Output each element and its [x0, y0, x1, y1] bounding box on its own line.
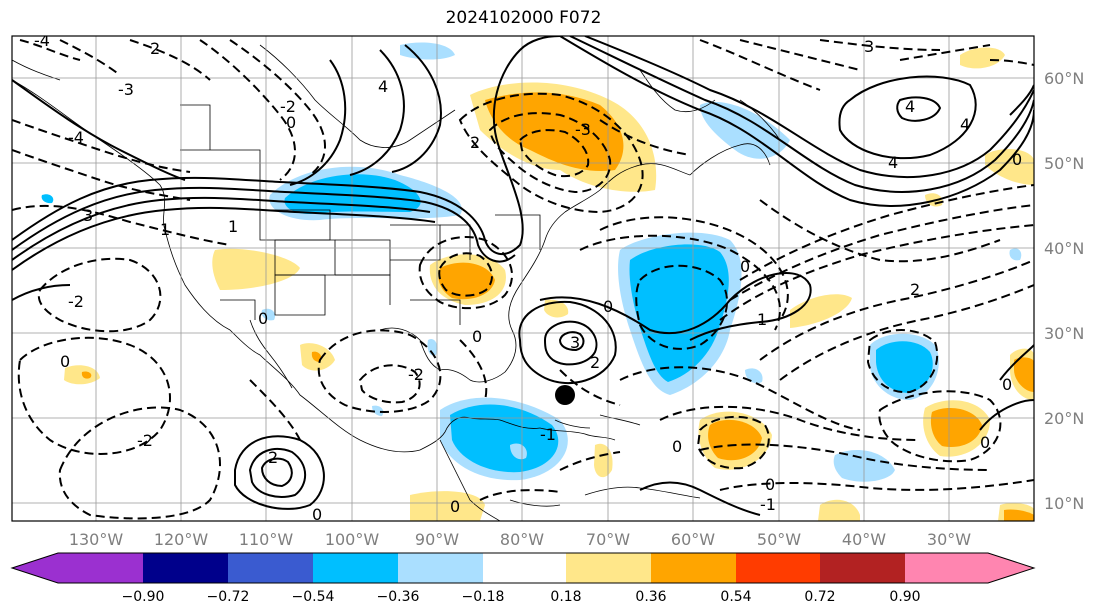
contour-label: 0: [765, 475, 775, 494]
colorbar: −0.90 −0.72 −0.54 −0.36 −0.18 0.18 0.36 …: [10, 552, 1036, 605]
contour-label: 1: [228, 217, 238, 236]
contour-label: 0: [312, 505, 322, 524]
lon-label: 120°W: [154, 530, 209, 549]
contour-label: 2: [150, 39, 160, 58]
contour-label: -2: [68, 292, 84, 311]
contour-label: -3: [118, 80, 134, 99]
colorbar-bin: [58, 553, 143, 583]
colorbar-tick-label: 0.36: [635, 589, 666, 605]
contour-labels: -4 2 -3 -4 3 -2 0 -2 2 0 0 -2 4 -3 3 2 0…: [34, 31, 1022, 524]
colorbar-bin: [651, 553, 736, 583]
lat-label: 30°N: [1044, 324, 1084, 343]
contour-label: 0: [740, 257, 750, 276]
colorbar-tick-label: −0.72: [207, 589, 250, 605]
contour-label: 4: [888, 153, 898, 172]
colorbar-bin: [736, 553, 820, 583]
contour-label: -4: [34, 31, 50, 50]
colorbar-tick-label: 0.54: [720, 589, 751, 605]
contour-label: 1: [757, 310, 767, 329]
contour-label: 0: [1012, 150, 1022, 169]
colorbar-tick-label: −0.90: [122, 589, 165, 605]
contour-label: -2: [408, 365, 424, 384]
contour-label: 2: [910, 280, 920, 299]
colorbar-bin: [820, 553, 905, 583]
lon-label: 90°W: [415, 530, 459, 549]
contour-label: 0: [603, 297, 613, 316]
contour-label: -2: [280, 97, 296, 116]
contour-label: 2: [590, 353, 600, 372]
contour-label: 0: [286, 113, 296, 132]
colorbar-bin: [313, 553, 398, 583]
lon-label: 130°W: [69, 530, 124, 549]
contour-label: 0: [472, 327, 482, 346]
contour-label: 4: [378, 77, 388, 96]
colorbar-tick-label: 0.90: [889, 589, 920, 605]
colorbar-over-arrow: [905, 553, 1034, 583]
contour-label: -2: [137, 431, 153, 450]
contour-label: -1: [760, 495, 776, 514]
colorbar-outline: [10, 552, 1036, 584]
lat-label: 40°N: [1044, 239, 1084, 258]
colorbar-bin: [398, 553, 483, 583]
colorbar-bin: [483, 553, 566, 583]
contour-label: 4: [905, 97, 915, 116]
contour-label: 2: [268, 448, 278, 467]
contour-label: -1: [540, 425, 556, 444]
contour-label: -4: [68, 128, 84, 147]
lat-label: 10°N: [1044, 494, 1084, 513]
longitude-labels: 130°W 120°W 110°W 100°W 90°W 80°W 70°W 6…: [69, 530, 971, 549]
contour-label: 0: [672, 437, 682, 456]
contour-label: 4: [960, 115, 970, 134]
contour-label: 1: [160, 220, 170, 239]
solid-contours: [12, 36, 1034, 516]
map-frame: [11, 35, 1035, 522]
lon-label: 100°W: [325, 530, 380, 549]
lon-label: 40°W: [842, 530, 886, 549]
contour-label: 0: [1002, 375, 1012, 394]
contour-label: 3: [83, 206, 93, 225]
colorbar-tick-label: −0.18: [462, 589, 505, 605]
colorbar-tick-label: −0.54: [292, 589, 335, 605]
contour-label: 0: [450, 497, 460, 516]
coastlines: [12, 44, 781, 521]
colorbar-bin: [143, 553, 228, 583]
contour-label: 0: [980, 433, 990, 452]
lon-label: 50°W: [757, 530, 801, 549]
colorbar-tick-label: −0.36: [377, 589, 420, 605]
latitude-labels: 60°N 50°N 40°N 30°N 20°N 10°N: [1044, 69, 1084, 513]
lat-label: 20°N: [1044, 409, 1084, 428]
lon-label: 30°W: [927, 530, 971, 549]
contour-label: 2: [470, 133, 480, 152]
storm-position-marker: [555, 385, 575, 405]
contour-label: 0: [258, 309, 268, 328]
colorbar-bin: [566, 553, 651, 583]
colorbar-bin: [228, 553, 313, 583]
colorbar-tick-label: 0.18: [550, 589, 581, 605]
lat-label: 50°N: [1044, 154, 1084, 173]
contour-label: -3: [575, 120, 591, 139]
lon-label: 80°W: [500, 530, 544, 549]
lat-label: 60°N: [1044, 69, 1084, 88]
lon-label: 60°W: [671, 530, 715, 549]
contour-label: 3: [570, 333, 580, 352]
lon-label: 70°W: [586, 530, 630, 549]
lon-label: 110°W: [239, 530, 294, 549]
contour-label: 3: [864, 37, 874, 56]
colorbar-tick-label: 0.72: [804, 589, 835, 605]
contour-label: 0: [60, 352, 70, 371]
map-title: 2024102000 F072: [445, 8, 602, 28]
dashed-contours: [12, 39, 1034, 520]
graticule: [12, 36, 1034, 521]
colorbar-under-arrow: [12, 553, 58, 583]
